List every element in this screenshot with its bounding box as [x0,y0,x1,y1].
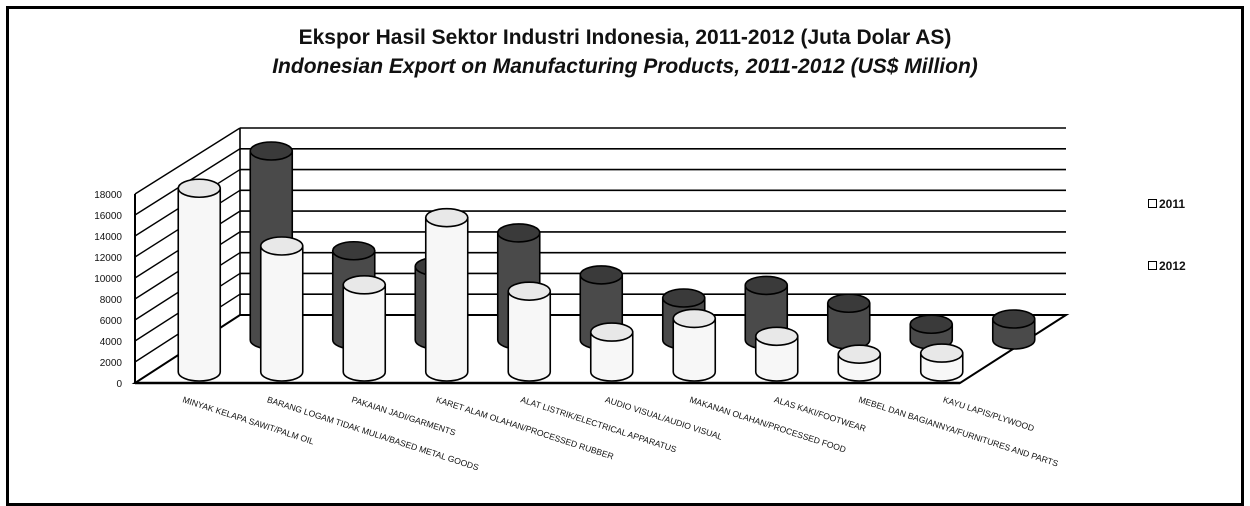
bar-2012 [826,293,871,350]
legend-label: 2011 [1159,197,1186,211]
bar-2011 [424,207,469,382]
bar-2012 [909,314,954,350]
bar-2011 [259,236,304,382]
bar-top [579,265,624,285]
bar-body [259,245,304,382]
legend-label: 2012 [1159,259,1186,273]
grid-line-diagonal [134,127,241,195]
bar-top [259,236,304,256]
bar-body [342,284,387,382]
bar-body [672,317,717,382]
y-tick-label: 6000 [100,316,123,327]
bar-body [507,290,552,382]
bar-top [837,344,882,364]
y-tick-label: 14000 [94,232,122,243]
bar-top [589,322,634,342]
bar-top [744,275,789,296]
bar-2011 [919,343,964,382]
y-tick-label: 18000 [94,190,122,201]
bar-2012 [991,309,1036,350]
bar-top [754,326,799,347]
bar-2011 [754,326,799,382]
y-tick-label: 2000 [100,358,123,369]
y-tick-label: 16000 [94,211,122,222]
legend-swatch-icon [1148,261,1157,271]
bar-top [342,275,387,295]
bar-top [424,207,469,228]
bar-2011 [672,308,717,382]
y-tick-label: 12000 [94,253,122,264]
y-tick-labels: 0 2000 4000 6000 8000 10000 12000 14000 16000 180… [94,190,122,390]
bar-top [909,314,954,335]
chart-title: Ekspor Hasil Sektor Industri Indonesia, … [298,26,952,49]
series-2011 [177,178,964,382]
bar-2011 [507,281,552,382]
bar-top [249,141,294,161]
bar-2011 [342,275,387,382]
bar-top [661,288,706,308]
bar-body [177,187,222,382]
bar-top [991,309,1036,329]
legend-item-2012: 2012 [1148,259,1186,273]
bar-body [424,216,469,382]
bar-2011 [837,344,882,382]
bar-2011 [177,178,222,382]
bar-body [754,335,799,382]
bar-top [331,240,376,261]
bar-top [826,293,871,314]
chart-subtitle: Indonesian Export on Manufacturing Produ… [272,55,978,78]
y-tick-label: 8000 [100,295,123,306]
bar-body [589,331,634,382]
bar-2011 [589,322,634,382]
bar-top [507,281,552,301]
bar-top [177,178,222,199]
x-category-label: ALAT LISTRIK/ELECTRICAL APPARATUS [519,394,678,454]
y-tick-label: 0 [116,379,122,390]
x-category-label: MAKANAN OLAHAN/PROCESSED FOOD [688,394,847,454]
bar-top [672,308,717,329]
legend-item-2011: 2011 [1148,197,1185,211]
bar-top [496,223,541,243]
legend-swatch-icon [1148,199,1157,209]
y-tick-label: 4000 [100,337,123,348]
bar-top [919,343,964,363]
y-tick-label: 10000 [94,274,122,285]
